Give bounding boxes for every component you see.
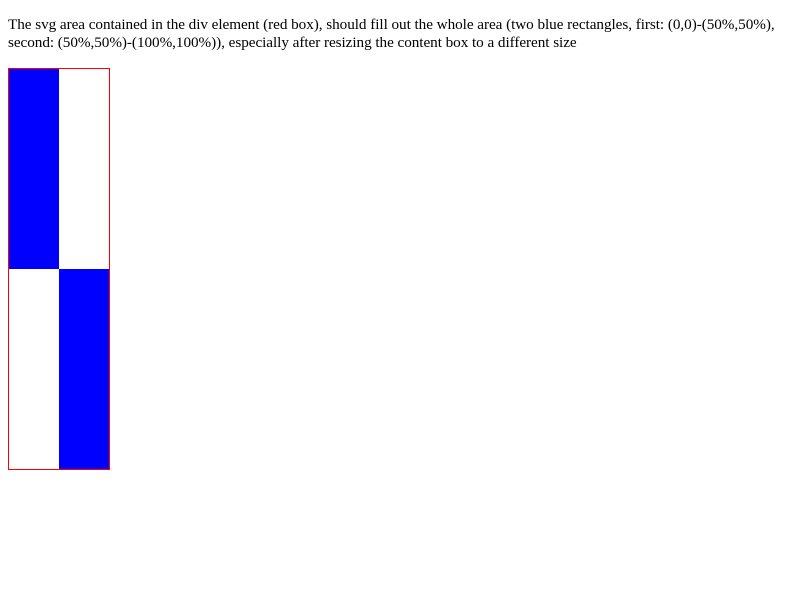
blue-rectangle-first	[9, 69, 59, 269]
blue-rectangle-second	[59, 269, 109, 469]
svg-container-red-box	[8, 68, 110, 470]
svg-area	[9, 69, 109, 469]
description-text: The svg area contained in the div elemen…	[8, 16, 775, 51]
